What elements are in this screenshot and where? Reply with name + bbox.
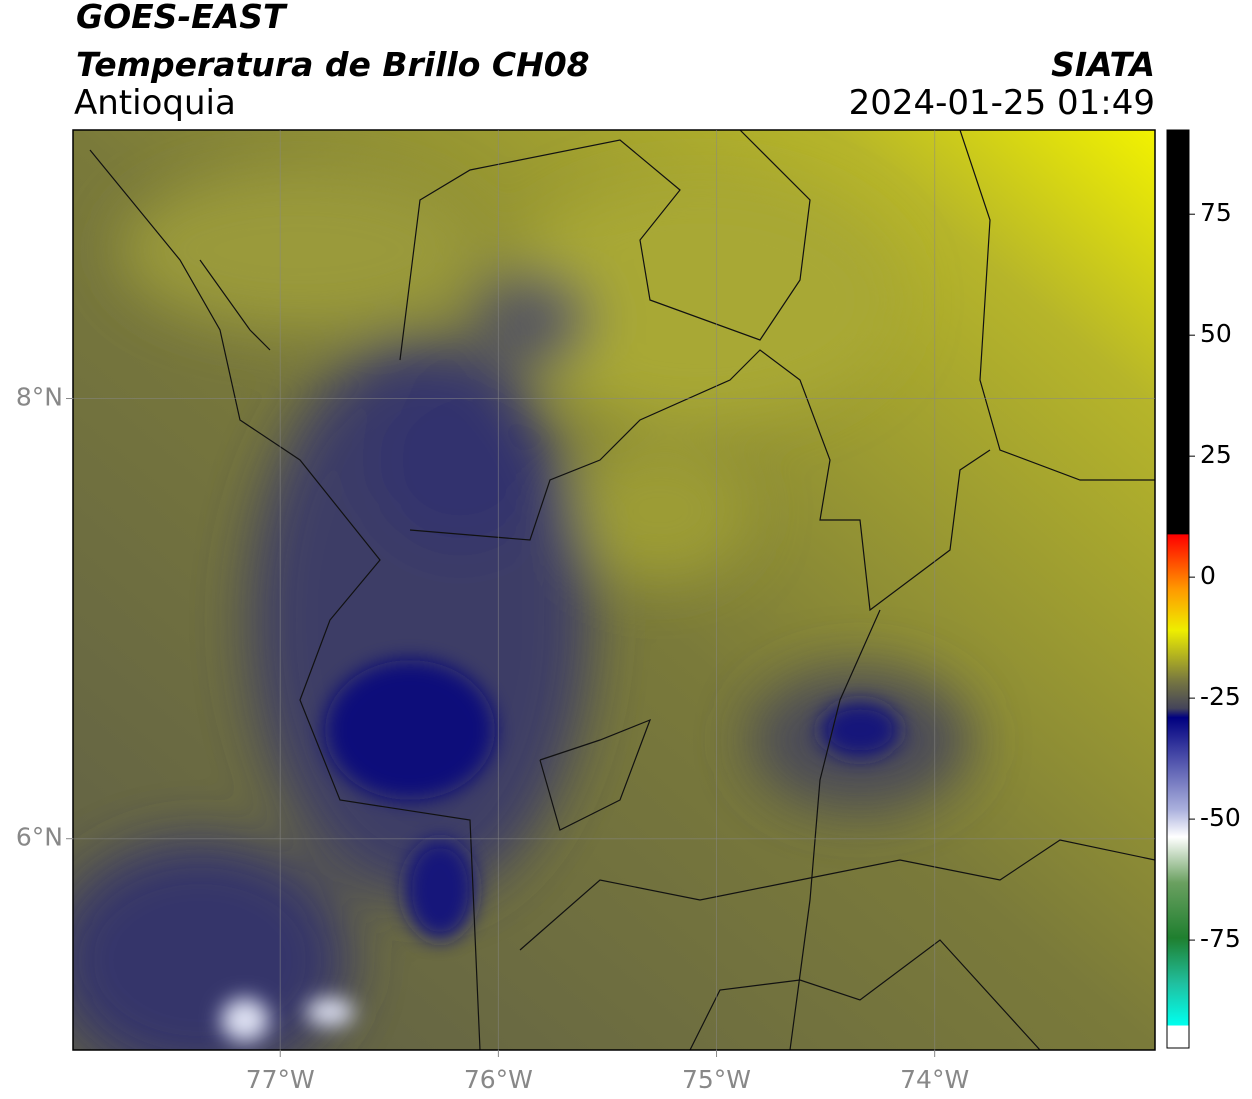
subtitle: Temperatura de Brillo CH08	[76, 45, 590, 84]
map-imagery	[73, 130, 1155, 1050]
source: SIATA	[1051, 45, 1155, 84]
colorbar-tick-label: -75	[1200, 924, 1241, 953]
colorbar	[1166, 129, 1190, 1049]
x-tick-label: 74°W	[900, 1065, 969, 1094]
colorbar-tick-label: -50	[1200, 803, 1241, 832]
title: GOES-EAST	[76, 0, 286, 36]
x-tick-label: 77°W	[246, 1065, 315, 1094]
x-tick-label: 76°W	[464, 1065, 533, 1094]
x-tick-label: 75°W	[682, 1065, 751, 1094]
colorbar-tick-label: 50	[1200, 319, 1232, 348]
map-frame	[72, 129, 1156, 1051]
colorbar-tick-label: 75	[1200, 198, 1232, 227]
region: Antioquia	[74, 83, 236, 123]
colorbar-tick-label: 25	[1200, 440, 1232, 469]
datetime: 2024-01-25 01:49	[848, 83, 1155, 123]
colorbar-tick-label: -25	[1200, 682, 1241, 711]
borders	[89, 130, 1155, 1050]
y-tick-label: 6°N	[16, 823, 63, 852]
y-tick-label: 8°N	[16, 383, 63, 412]
colorbar-tick-label: 0	[1200, 561, 1216, 590]
